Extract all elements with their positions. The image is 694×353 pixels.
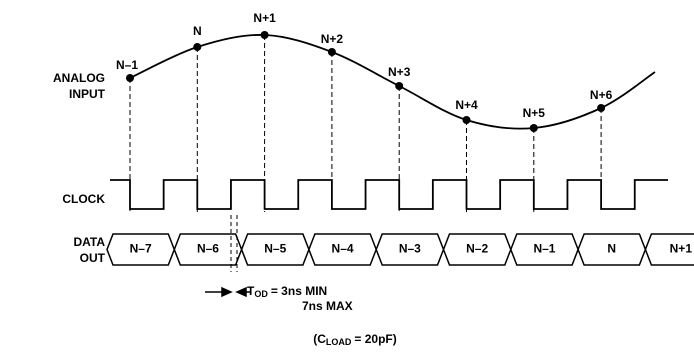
prefix: (C (313, 332, 326, 346)
clock-waveform (110, 179, 668, 210)
sample-label: N+3 (388, 65, 411, 79)
suffix: = 20pF) (354, 332, 396, 346)
sample-point (529, 124, 538, 132)
data-cell-label: N+1 (670, 242, 693, 256)
sample-label: N+4 (455, 98, 478, 112)
subscript: OD (254, 289, 268, 299)
sample-point (395, 82, 404, 90)
row-label: CLOCK (62, 192, 105, 206)
load-note: (CLOAD = 20pF) (313, 332, 397, 347)
sample-point (327, 48, 336, 56)
sample-point (462, 116, 471, 124)
tod-arrows (205, 215, 250, 298)
row-label: OUT (80, 251, 106, 265)
data-cell-label: N (607, 242, 616, 256)
data-cell-label: N–7 (130, 242, 152, 256)
sample-label: N (193, 24, 202, 38)
data-cell-label: N–4 (332, 242, 354, 256)
sample-label: N+1 (253, 11, 276, 25)
sample-label: N+6 (590, 88, 613, 102)
sample-label: N+5 (523, 106, 546, 120)
sample-point (193, 43, 202, 51)
timing-max: 7ns MAX (302, 299, 353, 313)
data-cell-label: N–2 (466, 242, 488, 256)
min: = 3ns MIN (271, 284, 327, 298)
row-label: DATA (73, 235, 105, 249)
data-cell-label: N–5 (264, 242, 286, 256)
subscript: LOAD (326, 337, 352, 347)
sample-point (126, 74, 134, 82)
data-cell-label: N–3 (399, 242, 421, 256)
timing-annotation: TOD = 3ns MIN (247, 284, 327, 299)
arrow-head (235, 286, 247, 298)
data-cell (644, 233, 694, 266)
sample-label: N+2 (321, 32, 344, 46)
data-cell-label: N–1 (533, 242, 555, 256)
arrow-head (221, 286, 233, 298)
sample-label: N–1 (116, 58, 138, 72)
row-label: ANALOG (53, 71, 105, 85)
row-label: INPUT (69, 87, 106, 101)
symbol: T (247, 284, 255, 298)
sample-point (597, 104, 606, 112)
sample-point (260, 31, 269, 39)
analog-curve (129, 34, 656, 130)
data-cell-label: N–6 (197, 242, 219, 256)
